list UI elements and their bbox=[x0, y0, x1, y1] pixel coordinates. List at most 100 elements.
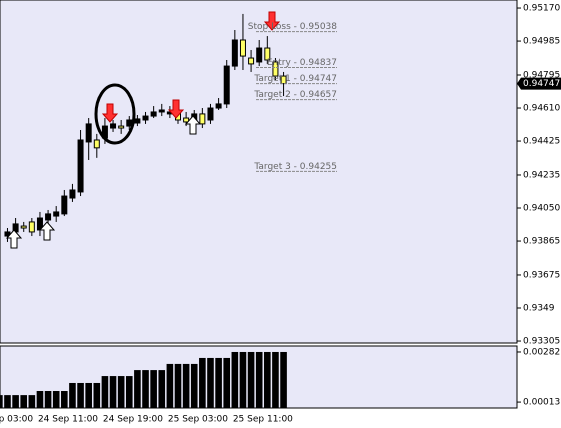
candle-body bbox=[150, 111, 157, 117]
sell-arrow bbox=[101, 103, 119, 123]
level-label: Target 1 - 0.94747 bbox=[253, 74, 337, 84]
y-tick-label: 0.94985 bbox=[523, 37, 560, 47]
bar bbox=[52, 391, 60, 408]
bar bbox=[280, 351, 287, 408]
y-tick-label: 0.9349 bbox=[523, 304, 555, 314]
candle-body bbox=[142, 115, 149, 121]
candle-body bbox=[158, 109, 165, 113]
bar bbox=[166, 363, 174, 408]
sell-arrows bbox=[101, 11, 281, 123]
bar bbox=[223, 357, 231, 408]
candle-body bbox=[207, 107, 214, 121]
candle-body bbox=[69, 189, 76, 199]
candle-body bbox=[199, 113, 206, 125]
level-label: Target 2 - 0.94657 bbox=[253, 90, 337, 100]
candle-body bbox=[239, 39, 246, 57]
bar bbox=[20, 395, 28, 408]
buy-arrow bbox=[38, 221, 56, 241]
buy-arrow bbox=[184, 115, 202, 135]
bar bbox=[93, 382, 101, 408]
x-tick-label: 25 Sep 11:00 bbox=[233, 415, 293, 425]
candle-body bbox=[134, 118, 141, 124]
bar bbox=[0, 395, 3, 408]
bar bbox=[12, 395, 19, 408]
candle-body bbox=[110, 123, 117, 129]
bar bbox=[272, 351, 279, 408]
bar bbox=[158, 370, 166, 408]
bar bbox=[125, 376, 133, 408]
candle-body bbox=[231, 39, 238, 67]
candle-body bbox=[93, 139, 100, 149]
level-label: Stop Loss - 0.95038 bbox=[248, 22, 338, 32]
sell-arrow bbox=[263, 11, 281, 31]
candle-body bbox=[28, 221, 35, 233]
bar bbox=[150, 370, 157, 408]
buy-arrow bbox=[5, 229, 23, 249]
x-tick-label: 25 Sep 03:00 bbox=[168, 415, 228, 425]
bar bbox=[190, 363, 198, 408]
candle-body bbox=[45, 213, 52, 221]
y-tick-label: 0.94425 bbox=[523, 137, 560, 147]
y-tick-label: 0.94795 bbox=[523, 70, 560, 80]
y-tick-label: 0.93305 bbox=[523, 337, 560, 347]
bar bbox=[199, 357, 206, 408]
bar bbox=[134, 370, 141, 408]
candle-body bbox=[118, 125, 125, 129]
y-tick-label: 0.93865 bbox=[523, 237, 560, 247]
level-label: Target 3 - 0.94255 bbox=[253, 162, 337, 172]
bar bbox=[239, 351, 247, 408]
buy-arrows bbox=[5, 115, 202, 249]
candle-body bbox=[256, 47, 263, 63]
candle-body bbox=[280, 75, 287, 85]
bar bbox=[215, 357, 222, 408]
candle-body bbox=[126, 119, 133, 127]
bar bbox=[101, 376, 109, 408]
bar bbox=[109, 376, 117, 408]
bar bbox=[247, 351, 255, 408]
bar bbox=[69, 382, 76, 408]
x-tick-label: 24 Sep 11:00 bbox=[38, 415, 98, 425]
bar bbox=[117, 376, 125, 408]
bar bbox=[36, 391, 44, 408]
current-price-label: 0.94747 bbox=[523, 79, 560, 89]
bar bbox=[231, 351, 239, 408]
bar bbox=[264, 351, 271, 408]
bar bbox=[207, 357, 214, 408]
candle-body bbox=[77, 139, 84, 193]
bar bbox=[255, 351, 263, 408]
level-label: Entry - 0.94837 bbox=[267, 58, 337, 68]
y-tick-label: 0.95170 bbox=[523, 4, 560, 14]
x-tick-label: 24 Sep 03:00 bbox=[0, 415, 33, 425]
y-tick-label: 0.000137 bbox=[523, 398, 561, 408]
y-tick-label: 0.94235 bbox=[523, 170, 560, 180]
y-tick-label: 0.93675 bbox=[523, 270, 560, 280]
candle-body bbox=[20, 225, 27, 229]
bar bbox=[182, 363, 190, 408]
x-tick-label: 24 Sep 19:00 bbox=[103, 415, 163, 425]
sell-arrow bbox=[167, 99, 185, 119]
current-price-box bbox=[517, 77, 561, 90]
candle-body bbox=[53, 211, 60, 217]
candle-body bbox=[248, 57, 255, 65]
candle-body bbox=[183, 117, 190, 123]
bar bbox=[4, 395, 11, 408]
candle-body bbox=[61, 195, 68, 215]
bar bbox=[85, 382, 92, 408]
candle-body bbox=[272, 61, 279, 77]
highlight-circle bbox=[94, 83, 136, 145]
bar bbox=[44, 391, 52, 408]
candle-body bbox=[264, 47, 271, 61]
bar bbox=[77, 382, 84, 408]
y-tick-label: 0.00282 bbox=[523, 347, 560, 357]
bar bbox=[174, 363, 182, 408]
y-tick-label: 0.94050 bbox=[523, 204, 560, 214]
bar bbox=[61, 391, 68, 408]
candle-body bbox=[223, 65, 230, 105]
y-tick-label: 0.94610 bbox=[523, 104, 560, 114]
candle-body bbox=[85, 123, 92, 143]
candle-body bbox=[215, 103, 222, 109]
bar bbox=[142, 370, 149, 408]
bar bbox=[28, 395, 36, 408]
